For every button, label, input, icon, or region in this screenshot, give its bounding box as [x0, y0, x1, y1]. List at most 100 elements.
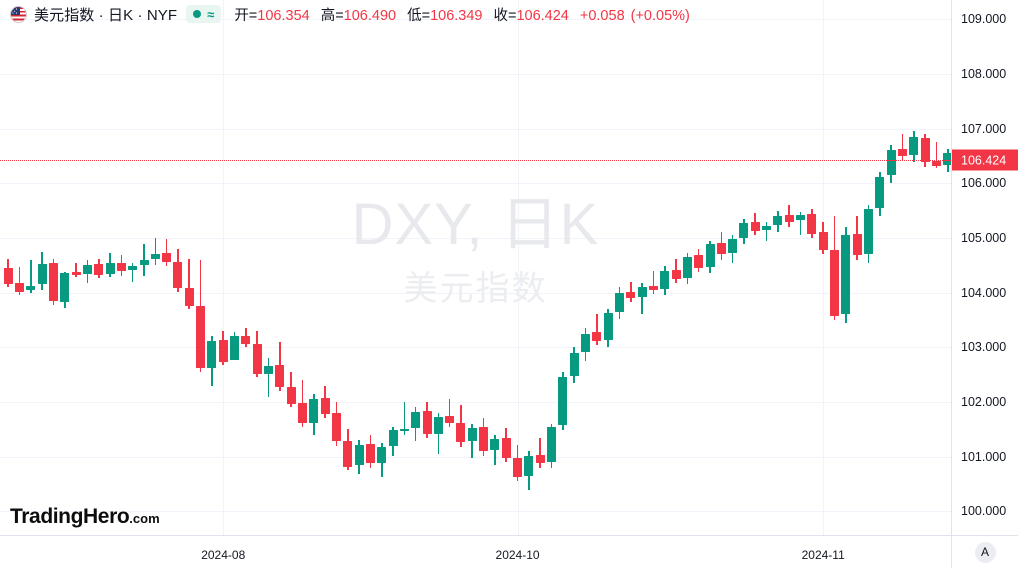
time-tick-label: 2024-10 [495, 548, 540, 562]
gridline-vertical [823, 0, 824, 535]
candle-body [116, 262, 126, 271]
candle-body [207, 340, 217, 369]
candle-body [660, 270, 670, 290]
candle-body [841, 235, 851, 315]
change-percent: (+0.05%) [630, 7, 690, 24]
symbol-title[interactable]: 美元指数 · 日K · NYF [34, 6, 178, 24]
ohlc-values: 开=106.354 高=106.490 低=106.349 收=106.424 … [234, 4, 690, 25]
gridline-horizontal [0, 19, 951, 20]
candle-body [14, 283, 24, 292]
price-tick-label: 101.000 [961, 449, 1007, 464]
candle-body [264, 366, 274, 374]
autoscale-button[interactable]: A [974, 541, 996, 563]
us-flag-icon [10, 5, 27, 23]
candle-wick [901, 134, 904, 161]
candle-wick [154, 237, 157, 266]
candle-body [750, 221, 760, 232]
price-tick-label: 107.000 [961, 121, 1007, 136]
candle-body [796, 214, 806, 221]
candle-body [875, 176, 885, 208]
candle-body [309, 399, 319, 423]
candle-body [762, 225, 772, 231]
gridline-vertical [518, 0, 519, 535]
candle-wick [935, 142, 938, 168]
candle-body [128, 266, 138, 270]
open-value: 106.354 [257, 7, 310, 24]
candle-body [614, 292, 624, 312]
candle-body [547, 426, 557, 463]
candle-body [490, 439, 500, 451]
low-group: 低=106.349 [407, 4, 482, 25]
green-dot-icon [193, 10, 202, 18]
candle-body [399, 429, 409, 431]
candle-body [230, 336, 240, 361]
candle-body [173, 261, 183, 289]
chart-plot-area[interactable]: DXY, 日K 美元指数 [0, 0, 952, 536]
candle-body [275, 364, 285, 387]
candle-body [467, 428, 477, 442]
time-scale[interactable]: 2024-08 2024-10 2024-11 [0, 536, 952, 568]
price-scale[interactable]: 106.424 100.000 101.000 102.000 103.000 104.… [952, 0, 1018, 536]
candle-body [603, 313, 613, 340]
candle-body [297, 403, 307, 423]
candle-body [580, 333, 590, 352]
logo-suffix: .com [129, 511, 160, 526]
candle-wick [765, 221, 768, 241]
candle-body [535, 454, 545, 464]
price-tick-label: 106.000 [961, 176, 1007, 191]
candle-body [94, 264, 104, 276]
chart-gridlines [0, 0, 951, 535]
candle-body [422, 410, 432, 434]
candle-body [501, 438, 511, 458]
time-tick-label: 2024-11 [801, 548, 845, 562]
change-value: +0.058 [579, 7, 625, 24]
candle-body [558, 377, 568, 425]
candle-body [728, 239, 738, 254]
candle-body [3, 268, 13, 285]
current-price-line [0, 160, 951, 162]
candle-body [694, 255, 704, 268]
candle-wick [165, 239, 168, 267]
gridline-horizontal [0, 347, 951, 348]
chart-legend: 美元指数 · 日K · NYF ≈ 开=106.354 高=106.490 低=… [0, 0, 1018, 28]
price-tick-label: 102.000 [961, 395, 1007, 409]
candle-body [445, 416, 455, 423]
candle-body [196, 305, 206, 369]
gridline-vertical [223, 0, 224, 535]
candle-body [105, 262, 115, 274]
candle-body [784, 214, 794, 222]
candle-body [773, 216, 783, 225]
price-tick-label: 104.000 [961, 285, 1007, 300]
price-tick-label: 109.000 [961, 12, 1007, 27]
open-label: 开= [234, 7, 258, 24]
time-scale-corner: A [952, 536, 1018, 568]
candle-body [931, 161, 941, 166]
candle-wick [448, 399, 451, 427]
candlestick-series [3, 131, 951, 490]
candle-body [886, 150, 896, 176]
candle-body [71, 271, 81, 275]
candle-body [739, 222, 749, 238]
candle-body [943, 153, 951, 165]
candle-body [626, 291, 636, 299]
candle-body [852, 233, 862, 256]
series-status-badge[interactable]: ≈ [186, 5, 222, 23]
candle-wick [267, 358, 270, 397]
candle-body [331, 412, 341, 442]
gridline-horizontal [0, 293, 951, 294]
candle-body [48, 263, 58, 301]
current-price-badge: 106.424 [952, 149, 1018, 171]
candle-wick [30, 259, 32, 293]
tradinghero-logo: TradingHero.com [10, 505, 160, 529]
candle-body [909, 136, 919, 155]
time-tick-label: 2024-08 [201, 548, 246, 562]
candle-body [150, 254, 160, 259]
gridline-horizontal [0, 238, 951, 239]
low-label: 低= [407, 7, 431, 24]
price-tick-label: 108.000 [961, 66, 1007, 81]
candle-body [365, 443, 375, 464]
high-label: 高= [320, 7, 344, 24]
candle-body [377, 446, 387, 464]
candle-body [343, 441, 353, 467]
candle-body [252, 344, 262, 374]
